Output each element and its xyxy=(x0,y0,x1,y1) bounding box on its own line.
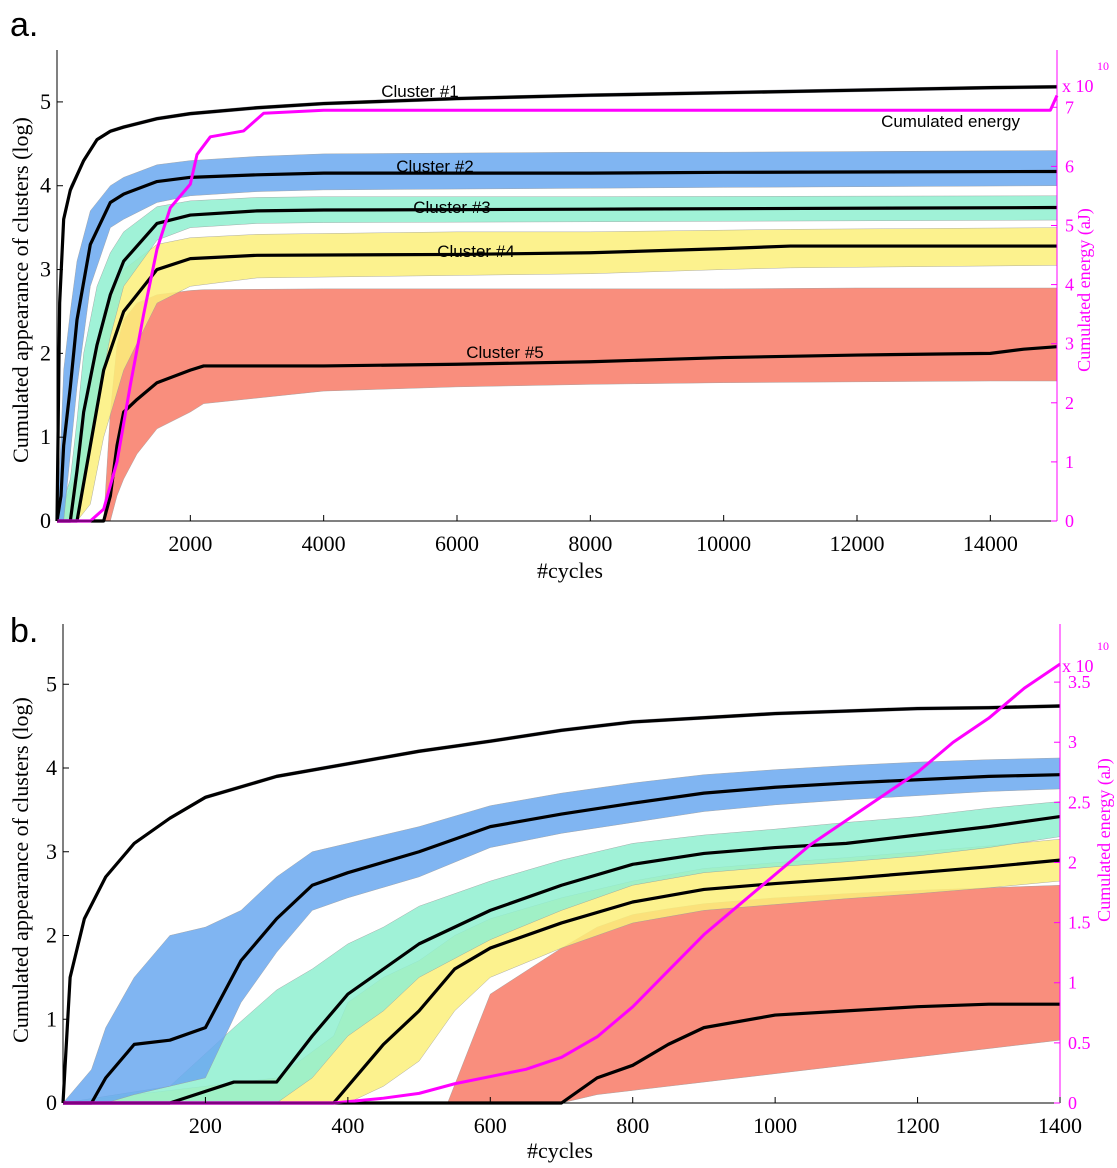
line-cluster-4 xyxy=(57,244,1057,523)
y-tick-label: 3 xyxy=(46,839,57,864)
y-tick-label: 5 xyxy=(46,671,57,696)
line-cluster-5 xyxy=(57,345,1058,523)
panel-a-letter: a. xyxy=(10,6,38,44)
x-tick-label: 400 xyxy=(331,1113,364,1138)
label-cumulated-energy: Cumulated energy xyxy=(881,112,1020,131)
panel-b-letter: b. xyxy=(10,612,38,650)
label-cluster-4: Cluster #4 xyxy=(437,242,514,261)
x-tick-label: 4000 xyxy=(302,531,346,556)
y-tick-label: 1 xyxy=(40,424,51,449)
panel-b-x-axis-label: #cycles xyxy=(527,1138,593,1163)
x-tick-label: 14000 xyxy=(963,531,1018,556)
panel-b: 200 400 600 800 1000 1200 140001234500.511.522… xyxy=(8,624,1115,1163)
x-tick-label: 10000 xyxy=(696,531,751,556)
panel-b-y2-exponent-power: 10 xyxy=(1097,639,1109,653)
y-tick-label: 0 xyxy=(46,1090,57,1115)
y2-tick-label: 0 xyxy=(1068,1093,1077,1113)
y2-tick-label: 3.5 xyxy=(1068,672,1091,692)
y2-tick-label: 0 xyxy=(1065,511,1074,531)
line-cumulated-energy xyxy=(57,94,1059,523)
panel-a-bands xyxy=(56,84,1058,522)
y2-tick-label: 1.5 xyxy=(1068,913,1091,933)
x-tick-label: 6000 xyxy=(435,531,479,556)
label-cluster-2: Cluster #2 xyxy=(396,157,473,176)
y-tick-label: 0 xyxy=(40,508,51,533)
panel-a-y2-exponent-power: 10 xyxy=(1097,59,1109,73)
panel-a-y2-axis-label: Cumulated energy (aJ) xyxy=(1074,208,1095,372)
panel-b-y2-exponent-base: x 10 xyxy=(1062,656,1094,676)
y-tick-label: 4 xyxy=(40,173,51,198)
band-cluster-5 xyxy=(57,287,1058,522)
line-cluster-1 xyxy=(61,704,1061,1104)
label-cluster-5: Cluster #5 xyxy=(466,343,543,362)
line-cluster-2 xyxy=(63,773,1061,1105)
x-tick-label: 600 xyxy=(474,1113,507,1138)
y2-tick-label: 5 xyxy=(1065,215,1074,235)
y2-tick-label: 3 xyxy=(1068,732,1077,752)
label-cluster-1: Cluster #1 xyxy=(381,82,458,101)
y2-tick-label: 4 xyxy=(1065,275,1074,295)
line-cluster-3 xyxy=(57,205,1058,523)
x-tick-label: 200 xyxy=(189,1113,222,1138)
x-tick-label: 2000 xyxy=(168,531,212,556)
y2-tick-label: 1 xyxy=(1068,973,1077,993)
y-tick-label: 2 xyxy=(40,340,51,365)
panel-b-bands xyxy=(62,704,1061,1104)
x-tick-label: 1400 xyxy=(1038,1113,1082,1138)
x-tick-label: 800 xyxy=(616,1113,649,1138)
y2-tick-label: 2 xyxy=(1065,393,1074,413)
panel-b-y-axis-label: Cumulated appearance of clusters (log) xyxy=(8,697,33,1043)
y2-tick-label: 2.5 xyxy=(1068,792,1091,812)
panel-a-lines xyxy=(55,85,1059,523)
y-tick-label: 1 xyxy=(46,1006,57,1031)
panel-a-axes: 2000 4000 6000 8000 10000 12000 14000 0 1 2 3 4 5 0 1 2… xyxy=(40,50,1074,556)
panel-a-y-axis-label: Cumulated appearance of clusters (log) xyxy=(8,117,33,463)
x-tick-label: 1000 xyxy=(753,1113,797,1138)
panel-a: 2000 4000 6000 8000 10000 12000 14000 0 1 2 3 4 5 0 1 2… xyxy=(8,50,1109,583)
y2-tick-label: 2 xyxy=(1068,852,1077,872)
y-tick-label: 2 xyxy=(46,923,57,948)
label-cluster-3: Cluster #3 xyxy=(413,198,490,217)
line-cluster-3 xyxy=(63,814,1061,1105)
line-cluster-2 xyxy=(55,169,1058,522)
x-tick-label: 8000 xyxy=(568,531,612,556)
y2-tick-label: 3 xyxy=(1065,334,1074,354)
y2-tick-label: 0.5 xyxy=(1068,1033,1091,1053)
x-tick-label: 12000 xyxy=(830,531,885,556)
panel-a-cluster-labels: Cluster #1 Cluster #2 Cluster #3 Cluster #4… xyxy=(381,82,1020,362)
line-cluster-1 xyxy=(55,85,1058,522)
panel-a-y2-exponent-base: x 10 xyxy=(1062,76,1094,96)
y2-tick-label: 6 xyxy=(1065,156,1074,176)
panel-b-axes: 200 400 600 800 1000 1200 140001234500.511.522… xyxy=(46,624,1091,1138)
panel-a-x-axis-label: #cycles xyxy=(537,558,603,583)
line-cluster-4 xyxy=(63,858,1061,1105)
y-tick-label: 4 xyxy=(46,755,57,780)
y2-tick-label: 1 xyxy=(1065,452,1074,472)
x-tick-label: 1200 xyxy=(896,1113,940,1138)
line-cumulated-energy xyxy=(63,662,1061,1105)
y-tick-label: 5 xyxy=(40,89,51,114)
panel-b-y2-axis-label: Cumulated energy (aJ) xyxy=(1094,758,1115,922)
y2-tick-label: 7 xyxy=(1065,97,1074,117)
y-tick-label: 3 xyxy=(40,257,51,282)
